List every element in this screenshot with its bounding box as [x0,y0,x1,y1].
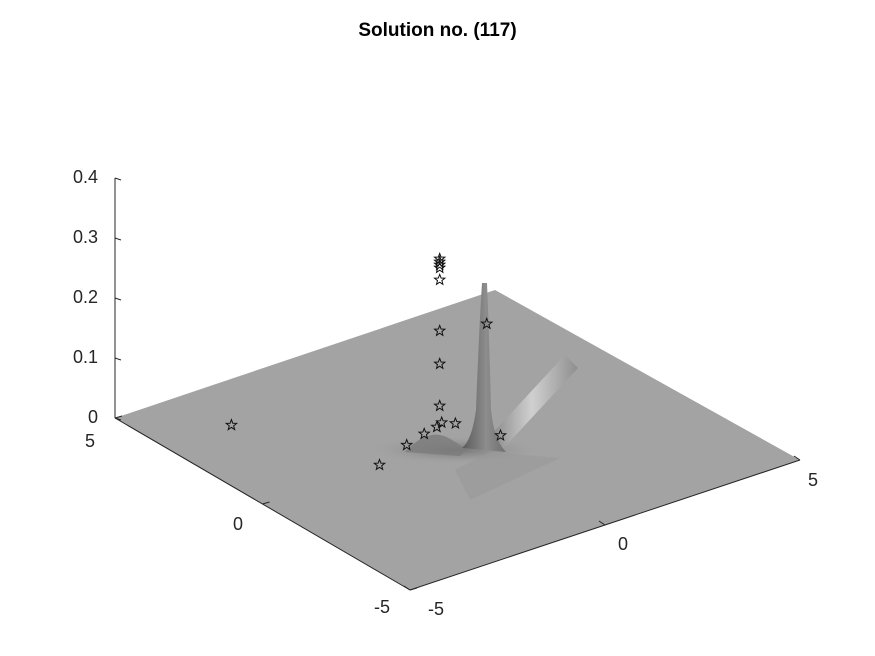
star-marker [433,261,447,274]
axis-ticks [114,177,801,591]
star-marker [493,428,508,442]
star-marker [433,273,447,286]
axis-tick [114,415,123,419]
axis-tick [262,501,270,505]
star-marker [400,438,414,451]
star-marker [224,418,239,431]
x-tick-label: -5 [428,599,444,619]
y-tick-label: -5 [374,597,390,617]
axis-tick [403,585,411,591]
y-tick-label: 0 [233,514,243,534]
x-tick-labels: -5 0 5 [428,470,818,619]
star-marker [430,420,444,433]
axis-tick [409,587,418,591]
chart-title: Solution no. (117) [358,20,517,41]
star-markers [224,252,508,471]
z-tick-label: 0.1 [73,347,98,367]
axis-tick [114,417,122,421]
y-tick-label: 5 [85,431,95,451]
axis-tick [793,455,801,461]
z-tick-label: 0.4 [73,167,98,187]
star-marker [417,427,431,440]
axis-tick [114,297,122,301]
star-marker [433,258,447,271]
axis-tick [114,237,122,241]
surface-peak [462,283,506,452]
z-tick-label: 0.2 [73,287,98,307]
surface-ridge [486,355,578,452]
star-marker [372,458,387,471]
star-marker [433,357,447,370]
axis-tick [114,357,122,361]
star-marker [433,255,447,268]
x-tick-label: 5 [808,470,818,490]
surface-ridge-shadow [455,452,560,500]
z-tick-labels: 0.4 0.3 0.2 0.1 0 [73,167,98,427]
axis-tick [114,177,122,181]
star-marker [480,316,494,330]
axis-tick [598,520,606,526]
z-tick-label: 0.3 [73,227,98,247]
surface-hump [405,434,464,456]
z-tick-label: 0 [88,407,98,427]
star-marker [433,399,447,412]
x-tick-label: 0 [618,534,628,554]
star-marker [433,324,447,337]
star-marker [448,416,462,430]
y-tick-labels: 5 0 -5 [85,431,390,617]
